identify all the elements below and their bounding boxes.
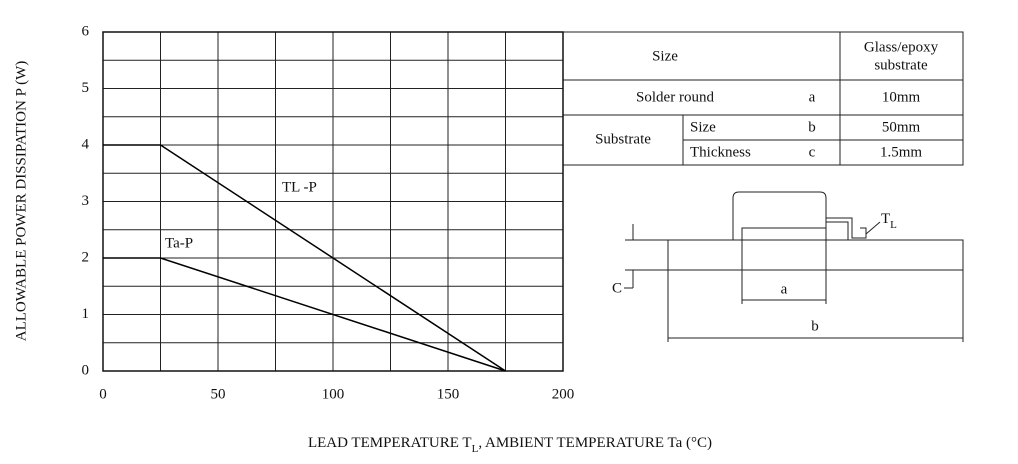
x-axis-label: LEAD TEMPERATURE TL, AMBIENT TEMPERATURE…	[308, 435, 712, 454]
table-header: Glass/epoxy	[864, 39, 939, 55]
series-line	[103, 257, 506, 372]
series-line	[103, 144, 506, 372]
y-tick-label: 2	[82, 249, 90, 265]
x-axis-label-part: , AMBIENT TEMPERATURE Ta (°C)	[478, 435, 712, 451]
table-header: Size	[652, 48, 678, 64]
plot-border	[102, 31, 564, 372]
table-header: substrate	[874, 57, 928, 73]
table-cell: Solder round	[636, 89, 714, 105]
tl-label: TL	[881, 211, 897, 230]
x-tick-label: 200	[552, 386, 575, 402]
tl-label-part: T	[881, 211, 890, 227]
component	[732, 191, 827, 240]
table-cell: b	[808, 119, 816, 135]
table-cell: a	[809, 89, 816, 105]
y-tick-label: 1	[82, 306, 90, 322]
x-axis-label-sub: L	[472, 443, 479, 455]
terminal	[826, 217, 867, 240]
x-tick-label: 0	[99, 386, 107, 402]
table-cell: 1.5mm	[880, 144, 922, 160]
leader	[865, 221, 881, 235]
y-tick-label: 6	[82, 23, 90, 39]
dim-b: b	[811, 318, 819, 334]
y-tick-label: 3	[82, 193, 90, 209]
table: Size Glass/epoxy substrate Solder round …	[562, 31, 964, 166]
x-axis-label-part: LEAD TEMPERATURE T	[308, 435, 472, 451]
table-cell: 10mm	[882, 89, 921, 105]
table-cell: Size	[690, 119, 716, 135]
x-tick-label: 50	[211, 386, 226, 402]
dim-c: C	[612, 280, 622, 296]
dim-a: a	[781, 281, 788, 297]
tl-label-sub: L	[890, 219, 897, 231]
series-label: Ta-P	[165, 235, 193, 251]
y-tick-label: 5	[82, 80, 90, 96]
x-tick-label: 150	[437, 386, 460, 402]
component-base	[741, 227, 827, 241]
table-cell: Substrate	[595, 131, 651, 147]
table-cell: 50mm	[882, 119, 921, 135]
table-cell: Thickness	[690, 144, 751, 160]
y-tick-label: 4	[82, 136, 90, 152]
y-axis-label: ALLOWABLE POWER DISSIPATION P (W)	[13, 61, 29, 342]
x-tick-label: 100	[322, 386, 345, 402]
substrate	[667, 239, 964, 271]
y-tick-label: 0	[82, 362, 90, 378]
table-cell: c	[809, 144, 816, 160]
series-label: TL -P	[282, 179, 317, 195]
diagram: TL a b C	[612, 191, 964, 342]
